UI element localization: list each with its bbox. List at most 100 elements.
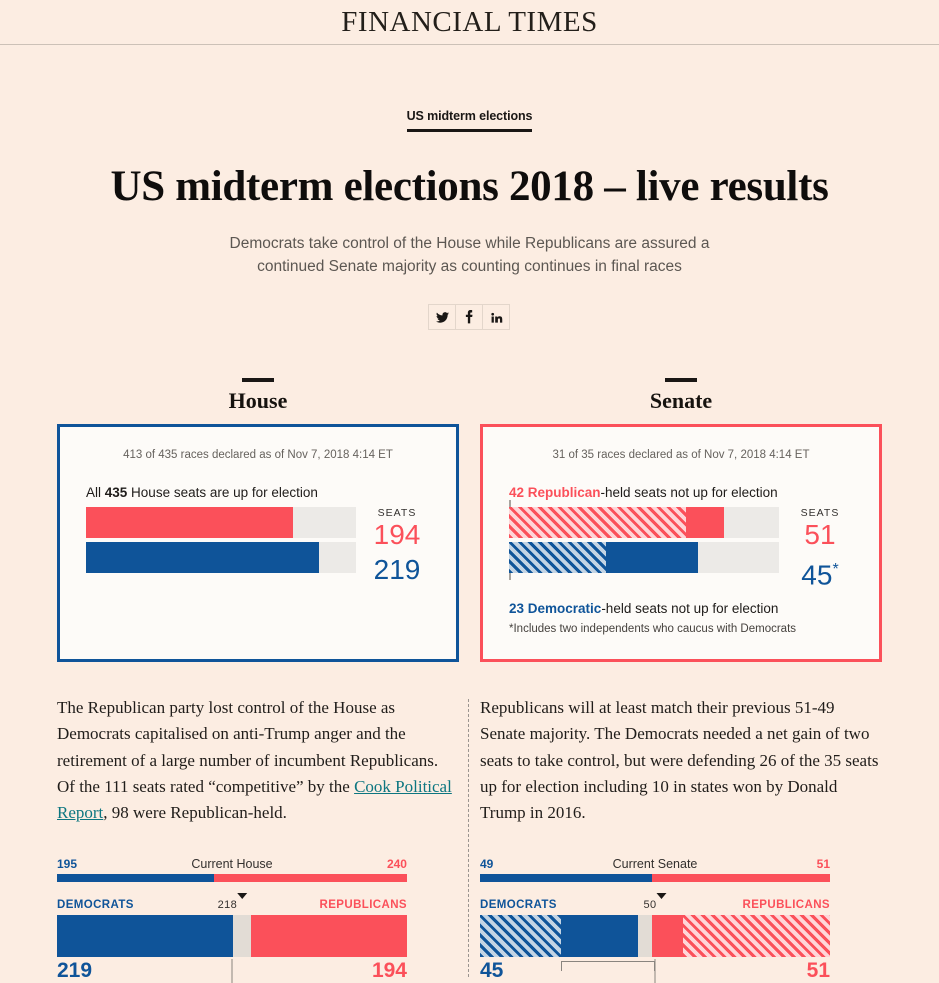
house-dem-seat-count: 219 <box>373 554 421 586</box>
house-body-column: The Republican party lost control of the… <box>57 695 459 827</box>
senate-body-column: Republicans will at least match their pr… <box>480 695 882 827</box>
heading-rule <box>242 378 274 383</box>
senate-party-democrats: DEMOCRATS <box>480 898 557 911</box>
house-seats-label: SEATS <box>377 507 417 520</box>
house-paragraph: The Republican party lost control of the… <box>57 695 459 827</box>
house-result-undeclared-segment <box>233 914 252 957</box>
share-linkedin-button[interactable] <box>482 304 510 331</box>
current-house-rep-num: 240 <box>386 856 407 871</box>
senate-dem-bar-hatch <box>509 542 606 574</box>
cook-political-report-link[interactable]: Cook Political Report <box>57 777 452 823</box>
senate-rep-bar-track <box>509 500 779 539</box>
senate-result-rep-count: 51 <box>806 958 830 982</box>
current-senate-toprow: 49 Current Senate 51 <box>480 857 830 871</box>
current-house-label: Current House <box>191 856 273 871</box>
house-rep-bar-fill <box>86 507 293 539</box>
article-standfirst: Democrats take control of the House whil… <box>229 235 710 275</box>
senate-dem-tick <box>509 573 511 581</box>
house-bars-area: SEATS 194 219 <box>86 507 430 587</box>
senate-heading-wrap: Senate <box>480 378 882 414</box>
heading-rule <box>665 378 697 383</box>
senate-rep-seat-count: 51 <box>804 519 836 551</box>
senate-paragraph: Republicans will at least match their pr… <box>480 698 879 823</box>
house-bars <box>86 507 356 577</box>
current-house-thin-bar <box>57 873 407 882</box>
twitter-icon <box>435 311 449 323</box>
current-house-rep-segment <box>213 873 407 882</box>
share-twitter-button[interactable] <box>428 304 456 331</box>
senate-declared-meta: 31 of 35 races declared as of Nov 7, 201… <box>552 449 810 462</box>
house-party-labels: DEMOCRATS 218 REPUBLICANS <box>57 892 407 911</box>
current-senate-rep-num: 51 <box>816 856 830 871</box>
house-rep-bar-track <box>86 507 356 539</box>
house-majority-line <box>231 958 233 983</box>
senate-rep-notup-count: 42 Republican <box>509 485 601 501</box>
bottom-charts: 195 Current House 240 DEMOCRATS 218 REPU… <box>0 857 939 983</box>
current-senate-dem-segment <box>480 873 652 882</box>
senate-rep-bar-hatch <box>509 507 686 539</box>
senate-dem-bar-track <box>509 542 779 581</box>
house-rep-seat-count: 194 <box>373 519 421 551</box>
senate-result-numbers: 45 51 <box>480 958 830 983</box>
house-result-bar <box>57 914 407 957</box>
result-cards: 413 of 435 races declared as of Nov 7, 2… <box>0 424 939 663</box>
senate-bottom-note: 23 Democratic-held seats not up for elec… <box>509 601 853 616</box>
column-divider <box>468 699 469 977</box>
senate-seats-column: SEATS 51 45* <box>779 507 853 592</box>
share-facebook-button[interactable] <box>455 304 483 331</box>
senate-result-dem-count: 45 <box>480 958 504 982</box>
house-para-part1: The Republican party lost control of the… <box>57 698 439 797</box>
house-note-prefix: All <box>86 485 105 501</box>
senate-dem-seat-number: 45 <box>801 559 833 591</box>
senate-dem-notup-rest: -held seats not up for election <box>601 601 779 617</box>
house-party-democrats: DEMOCRATS <box>57 898 134 911</box>
body-columns: The Republican party lost control of the… <box>0 695 939 977</box>
senate-dem-seat-count: 45* <box>787 552 853 592</box>
senate-party-labels: DEMOCRATS 50 REPUBLICANS <box>480 892 830 911</box>
senate-rep-notup-rest: -held seats not up for election <box>600 485 778 501</box>
senate-result-undeclared-segment <box>637 914 652 957</box>
house-para-part2: , 98 were Republican-held. <box>103 803 287 823</box>
senate-result-dem-won-segment <box>560 914 638 957</box>
facebook-icon <box>465 310 473 324</box>
senate-top-note: 42 Republican-held seats not up for elec… <box>509 485 853 500</box>
current-senate-label: Current Senate <box>612 856 698 871</box>
senate-footnote: *Includes two independents who caucus wi… <box>509 623 797 636</box>
house-result-card: 413 of 435 races declared as of Nov 7, 2… <box>57 424 459 663</box>
house-result-dem-segment <box>57 914 234 957</box>
senate-bars-area: SEATS 51 45* <box>509 500 853 592</box>
current-senate-thin-bar <box>480 873 830 882</box>
ft-logo[interactable]: FINANCIAL TIMES <box>341 5 598 38</box>
current-house-dem-num: 195 <box>57 856 78 871</box>
house-dem-bar-track <box>86 542 356 574</box>
senate-result-card: 31 of 35 races declared as of Nov 7, 201… <box>480 424 882 663</box>
senate-result-bar <box>480 914 830 957</box>
section-headings: House Senate <box>0 378 939 414</box>
senate-result-rep-notup-segment <box>683 914 830 957</box>
senate-result-dem-notup-segment <box>480 914 561 957</box>
current-house-toprow: 195 Current House 240 <box>57 857 407 871</box>
senate-majority-value: 50 <box>643 898 657 911</box>
current-house-dem-segment <box>57 873 214 882</box>
house-seats-note: All 435 House seats are up for election <box>86 485 430 500</box>
house-note-total: 435 <box>104 485 128 501</box>
house-declared-meta: 413 of 435 races declared as of Nov 7, 2… <box>123 449 393 462</box>
house-result-dem-count: 219 <box>57 958 93 982</box>
senate-seats-label: SEATS <box>800 507 840 520</box>
current-senate-dem-num: 49 <box>480 856 494 871</box>
senate-party-republicans: REPUBLICANS <box>742 898 830 911</box>
senate-result-rep-won-segment <box>651 914 683 957</box>
house-heading-wrap: House <box>57 378 459 414</box>
caret-down-icon <box>237 892 248 911</box>
house-heading: House <box>228 388 288 414</box>
senate-undeclared-bracket <box>560 960 655 971</box>
article-kicker[interactable]: US midterm elections <box>406 109 533 132</box>
house-result-numbers: 219 194 <box>57 958 407 983</box>
page-title: US midterm elections 2018 – live results <box>110 163 829 210</box>
house-seats-column: SEATS 194 219 <box>356 507 430 587</box>
current-senate-chart: 49 Current Senate 51 DEMOCRATS 50 REPUBL… <box>480 857 830 983</box>
house-party-republicans: REPUBLICANS <box>319 898 407 911</box>
house-dem-bar-fill <box>86 542 320 574</box>
senate-heading: Senate <box>649 388 713 414</box>
senate-majority-line <box>654 958 656 983</box>
